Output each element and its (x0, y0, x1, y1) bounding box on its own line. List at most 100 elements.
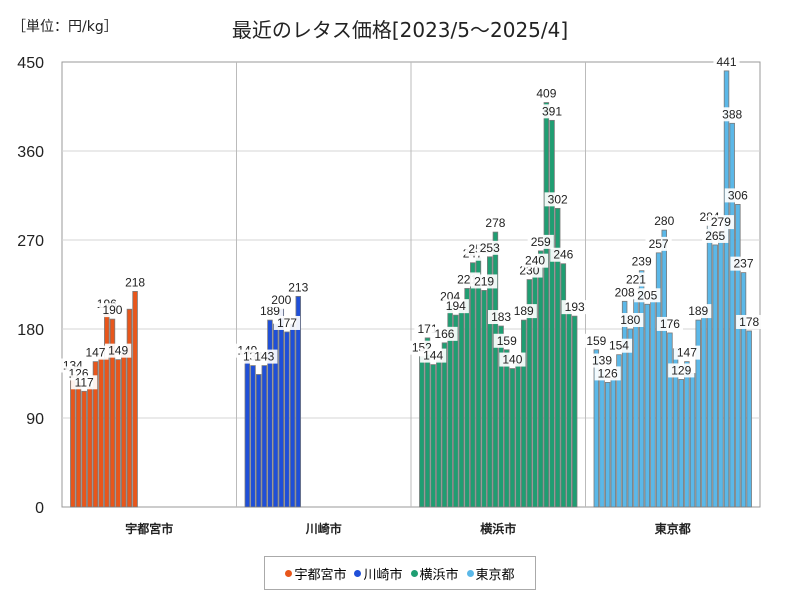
legend-marker-icon (410, 569, 418, 577)
data-label: 246 (553, 248, 573, 262)
data-label-bg (82, 345, 109, 360)
bar (549, 119, 555, 508)
data-label-bg (611, 285, 638, 300)
bar (436, 360, 442, 508)
data-label-bg (527, 234, 554, 249)
data-label: 409 (536, 87, 556, 101)
bar (621, 300, 628, 508)
bar (515, 363, 521, 508)
data-label: 143 (254, 350, 274, 364)
data-label: 280 (654, 214, 674, 228)
data-label: 176 (660, 317, 680, 331)
data-label-bg (487, 310, 515, 325)
bar (684, 361, 690, 508)
data-label: 219 (474, 274, 494, 288)
data-label-bg (634, 288, 661, 303)
bar (566, 308, 572, 508)
data-label: 149 (108, 344, 128, 358)
legend-item: 東京都 (466, 564, 515, 583)
data-label-bg (99, 303, 126, 318)
data-label-bg (285, 280, 312, 295)
data-label-bg (533, 86, 560, 101)
bar (509, 368, 516, 508)
bar (520, 319, 527, 508)
bar (537, 250, 544, 508)
data-label: 391 (542, 104, 562, 118)
bar (289, 323, 296, 508)
data-label-bg (736, 314, 763, 329)
data-label: 189 (260, 304, 280, 318)
bar (627, 328, 634, 508)
data-label-bg (493, 333, 520, 348)
bar (701, 308, 707, 508)
bar (543, 102, 550, 508)
data-label-bg (719, 107, 746, 122)
bar (706, 225, 713, 508)
data-label-bg (521, 253, 549, 268)
data-label: 139 (592, 354, 612, 368)
bar (526, 279, 533, 508)
data-label-bg (268, 293, 295, 308)
data-label-bg (673, 345, 701, 360)
bar (81, 390, 87, 508)
legend-marker-icon (466, 569, 474, 577)
data-label-bg (645, 236, 672, 251)
data-label-bg (668, 363, 695, 378)
bar (746, 330, 752, 508)
bar (424, 337, 431, 508)
data-label: 239 (632, 255, 652, 269)
x-tick-label: 宇都宮市 (125, 521, 173, 536)
data-label: 144 (423, 349, 443, 363)
bar (87, 386, 93, 508)
bar (638, 270, 645, 508)
data-label: 129 (671, 363, 691, 377)
legend-marker-icon (285, 569, 293, 577)
bar (487, 256, 493, 508)
data-label: 441 (717, 55, 737, 69)
data-label-bg (713, 54, 740, 69)
bar (481, 290, 487, 508)
bar (678, 379, 684, 508)
bar (261, 365, 268, 508)
legend-label: 川崎市 (363, 567, 403, 583)
bar (244, 359, 251, 508)
data-label: 237 (733, 257, 753, 271)
legend-item: 宇都宮市 (285, 564, 346, 583)
bar (104, 312, 110, 508)
chart-legend: 宇都宮市 川崎市 横浜市 東京都 (264, 556, 536, 590)
legend-label: 宇都宮市 (294, 567, 347, 583)
bar (560, 263, 567, 508)
bar (295, 295, 302, 508)
data-label-bg (588, 353, 616, 368)
data-label: 388 (722, 107, 742, 121)
unit-label: ［単位：円/kg］ (12, 19, 118, 35)
data-label: 126 (598, 366, 618, 380)
bar (441, 342, 448, 508)
bar (267, 319, 273, 508)
data-label-bg (121, 275, 149, 290)
bar (92, 361, 99, 508)
data-label-bg (431, 326, 458, 341)
bar (492, 231, 499, 508)
bar (735, 203, 741, 508)
data-label: 218 (125, 275, 145, 289)
data-label-bg (550, 247, 577, 262)
data-label: 178 (739, 315, 759, 329)
bar (695, 319, 701, 508)
data-label-bg (724, 188, 751, 203)
y-tick-label: 450 (17, 55, 44, 72)
bar (593, 349, 600, 508)
data-label: 166 (434, 327, 454, 341)
data-label: 154 (609, 339, 629, 353)
data-label-bg (442, 299, 469, 314)
data-label-bg (707, 215, 734, 230)
bar (419, 356, 425, 508)
y-tick-label: 0 (35, 500, 44, 517)
data-label: 159 (586, 334, 606, 348)
data-label: 117 (75, 375, 94, 389)
y-tick-label: 180 (17, 322, 44, 339)
data-label-bg (561, 300, 588, 315)
data-label: 194 (446, 299, 466, 313)
data-label-bg (251, 349, 278, 364)
bar (650, 293, 656, 508)
